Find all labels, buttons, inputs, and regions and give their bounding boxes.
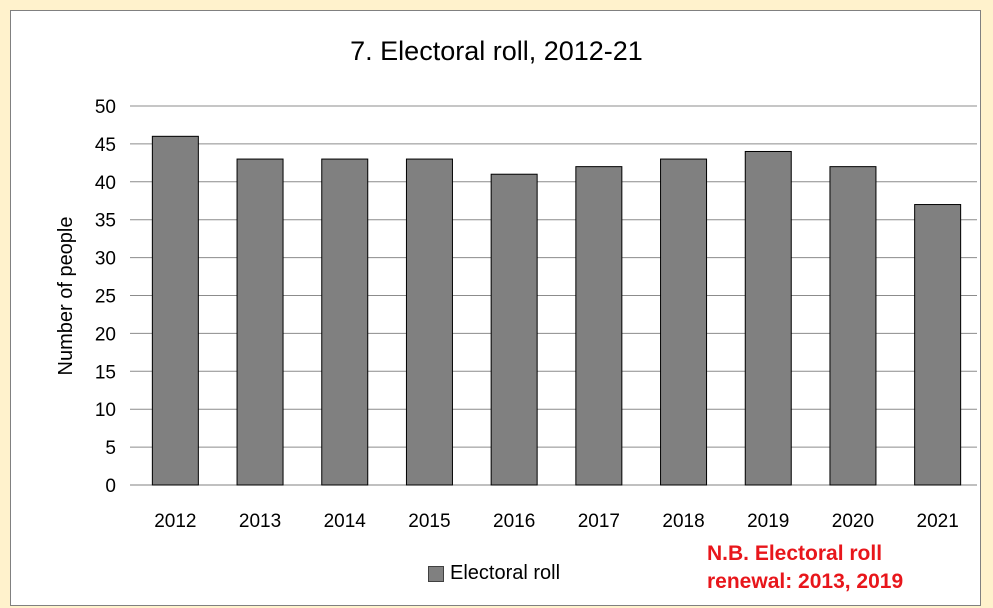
y-tick-label: 35 bbox=[95, 211, 116, 232]
x-tick-label: 2017 bbox=[578, 511, 620, 532]
bar-2012 bbox=[152, 136, 198, 485]
bar-2014 bbox=[322, 159, 368, 485]
x-tick-label: 2013 bbox=[239, 511, 281, 532]
x-tick-label: 2012 bbox=[154, 511, 196, 532]
x-tick-label: 2019 bbox=[747, 511, 789, 532]
y-tick-label: 25 bbox=[95, 287, 116, 308]
y-tick-label: 20 bbox=[95, 324, 116, 345]
legend-swatch bbox=[428, 566, 444, 582]
bar-2019 bbox=[745, 151, 791, 485]
renewal-note-line1: N.B. Electoral roll bbox=[707, 540, 903, 568]
x-tick-label: 2020 bbox=[832, 511, 874, 532]
y-tick-label: 10 bbox=[95, 400, 116, 421]
y-axis-ticks: 0 5 10 15 20 25 30 35 40 45 50 bbox=[95, 97, 116, 497]
bar-2018 bbox=[661, 159, 707, 485]
y-axis-label: Number of people bbox=[55, 217, 77, 376]
x-tick-label: 2014 bbox=[324, 511, 367, 532]
bar-2017 bbox=[576, 167, 622, 485]
x-tick-label: 2015 bbox=[408, 511, 450, 532]
y-tick-label: 30 bbox=[95, 249, 116, 270]
y-tick-label: 5 bbox=[105, 438, 116, 459]
bar-2016 bbox=[491, 174, 537, 485]
bar-2020 bbox=[830, 167, 876, 485]
bar-2021 bbox=[915, 205, 961, 485]
x-axis-ticks: 2012 2013 2014 2015 2016 2017 2018 2019 2020 2021 bbox=[154, 511, 959, 532]
bar-2015 bbox=[406, 159, 452, 485]
renewal-note: N.B. Electoral roll renewal: 2013, 2019 bbox=[707, 540, 903, 596]
x-tick-label: 2016 bbox=[493, 511, 535, 532]
legend-label: Electoral roll bbox=[450, 562, 560, 585]
renewal-note-line2: renewal: 2013, 2019 bbox=[707, 568, 903, 596]
y-tick-label: 0 bbox=[105, 476, 116, 497]
y-tick-label: 40 bbox=[95, 173, 116, 194]
y-tick-label: 15 bbox=[95, 362, 116, 383]
bars bbox=[152, 136, 960, 485]
y-tick-label: 50 bbox=[95, 97, 116, 118]
x-tick-label: 2021 bbox=[917, 511, 959, 532]
y-tick-label: 45 bbox=[95, 135, 116, 156]
x-tick-label: 2018 bbox=[662, 511, 704, 532]
bar-2013 bbox=[237, 159, 283, 485]
legend: Electoral roll bbox=[428, 562, 560, 585]
